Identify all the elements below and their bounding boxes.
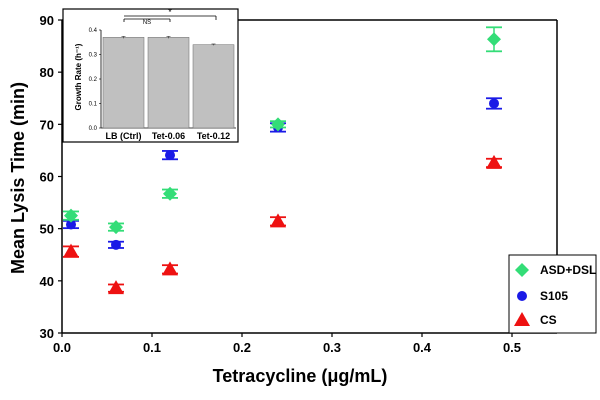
y-tick-label: 60	[40, 170, 54, 185]
inset-y-tick-label: 0.2	[89, 77, 98, 83]
point-marker	[111, 239, 121, 250]
data-point-cs	[63, 243, 79, 258]
data-point-cs	[108, 280, 124, 295]
point-marker	[64, 208, 78, 223]
inset-y-tick-label: 0.4	[89, 28, 98, 34]
x-tick-label: 0.0	[53, 340, 71, 355]
inset-bar-chart: Growth Rate (h⁻¹) 0.0 0.1 0.2 0.3 0.4 LB (Ct…	[62, 7, 239, 143]
inset-bar	[147, 37, 190, 129]
point-marker	[163, 186, 177, 201]
point-marker	[270, 213, 286, 228]
data-point-s105	[162, 150, 178, 161]
point-marker	[63, 243, 79, 258]
point-marker	[486, 154, 502, 169]
point-marker	[487, 32, 501, 47]
point-marker	[108, 280, 124, 295]
point-marker	[66, 219, 76, 230]
legend-label: S105	[540, 289, 568, 303]
inset-y-axis-title: Growth Rate (h⁻¹)	[74, 43, 83, 110]
y-tick-label: 50	[40, 222, 54, 237]
legend-marker-asd-dsl	[515, 263, 529, 277]
inset-y-tick-label: 0.1	[89, 102, 98, 108]
point-marker	[109, 220, 123, 235]
x-tick-label: 0.1	[143, 340, 161, 355]
x-tick-label: 0.3	[323, 340, 341, 355]
data-point-asd-dsl	[108, 220, 124, 235]
inset-category-label: Tet-0.12	[197, 131, 230, 141]
data-point-cs	[486, 154, 502, 169]
main-axis-ticks: 0.0 0.1 0.2 0.3 0.4 0.5 30 40 50 60 70 80 90	[40, 13, 522, 355]
inset-bars: LB (Ctrl) Tet-0.06 Tet-0.12	[102, 36, 235, 141]
x-tick-label: 0.4	[413, 340, 432, 355]
data-point-asd-dsl	[162, 186, 178, 201]
y-tick-label: 90	[40, 13, 54, 28]
legend-label: ASD+DSL	[540, 263, 596, 277]
inset-y-tick-label: 0.0	[89, 126, 98, 132]
point-marker	[162, 261, 178, 276]
y-tick-label: 30	[40, 326, 54, 341]
y-tick-label: 40	[40, 274, 54, 289]
data-point-s105	[108, 239, 124, 250]
legend-marker-s105	[517, 291, 527, 301]
point-marker	[165, 150, 175, 161]
data-point-asd-dsl	[270, 117, 286, 132]
inset-bar	[102, 37, 145, 129]
inset-category-label: LB (Ctrl)	[106, 131, 142, 141]
x-tick-label: 0.2	[233, 340, 251, 355]
point-marker	[489, 98, 499, 109]
inset-axis-ticks: 0.0 0.1 0.2 0.3 0.4	[89, 28, 101, 132]
inset-significance: NS *	[123, 7, 217, 26]
y-tick-label: 80	[40, 65, 54, 80]
main-data-points	[63, 26, 502, 295]
legend: ASD+DSL S105 CS	[508, 254, 597, 334]
inset-category-label: Tet-0.06	[152, 131, 185, 141]
y-axis-title: Mean Lysis Time (min)	[8, 82, 28, 274]
data-point-asd-dsl	[486, 26, 502, 53]
sig-label-star: *	[168, 7, 172, 17]
data-point-cs	[270, 213, 286, 228]
sig-label-ns: NS	[143, 20, 151, 26]
legend-marker-cs	[514, 312, 530, 326]
inset-y-tick-label: 0.3	[89, 53, 98, 59]
inset-bar	[192, 44, 235, 129]
point-marker	[271, 117, 285, 132]
x-axis-title: Tetracycline (μg/mL)	[213, 366, 388, 386]
data-point-cs	[162, 261, 178, 276]
data-point-s105	[486, 97, 502, 110]
data-point-asd-dsl	[63, 208, 79, 223]
legend-label: CS	[540, 313, 557, 327]
x-tick-label: 0.5	[503, 340, 521, 355]
y-tick-label: 70	[40, 117, 54, 132]
